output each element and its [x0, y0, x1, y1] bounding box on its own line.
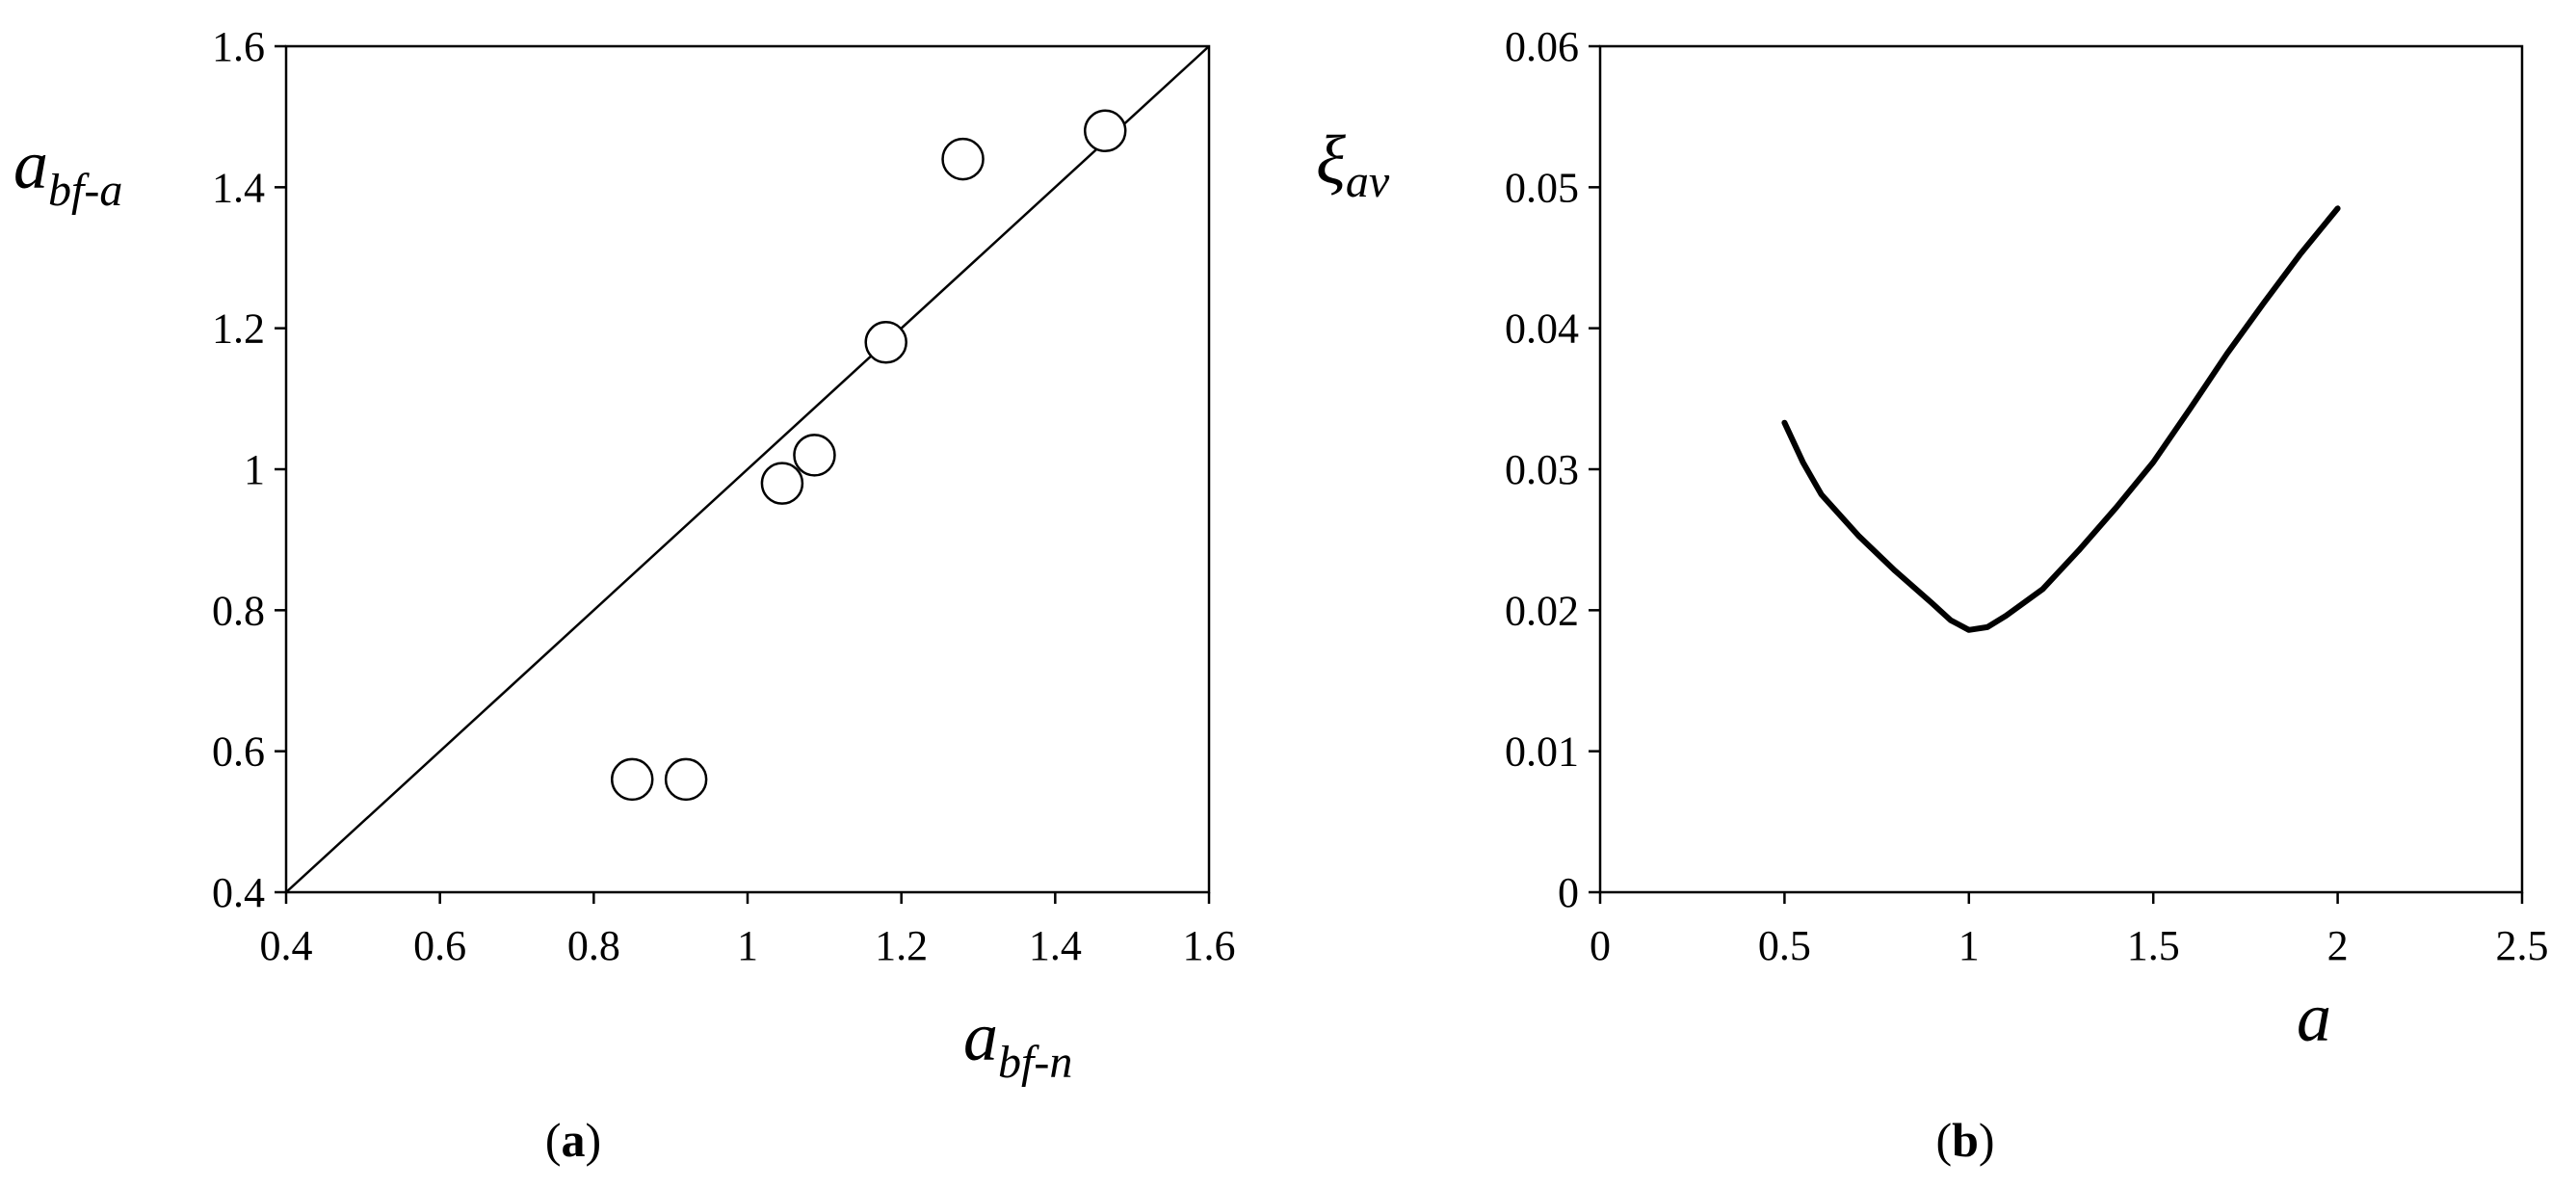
panel-b-label-close: ): [1979, 1113, 1995, 1167]
panel-b-x-ticks: 0 0.5 1 1.5 2 2.5: [1590, 892, 2549, 969]
panel-a-data-point: [664, 757, 708, 802]
panel-a-y-tick-label: 1.4: [212, 164, 265, 211]
panel-a-x-tick-label: 1.6: [1183, 922, 1236, 969]
panel-a-points: [611, 109, 1127, 802]
panel-b-label-letter: b: [1952, 1113, 1979, 1167]
panel-b-y-tick-label: 0.01: [1505, 728, 1579, 776]
panel-a-x-tick-label: 1: [737, 922, 758, 969]
panel-a-reference-line-group: [285, 45, 1210, 893]
panel-a-x-tick-label: 1.2: [875, 922, 928, 969]
panel-b-y-tick-label: 0.05: [1505, 164, 1579, 211]
panel-a-label-open: (: [545, 1113, 562, 1167]
panel-a-data-point: [611, 757, 654, 802]
panel-a-y-axis-label-sub: bf-a: [48, 165, 122, 216]
panel-b-y-tick-label: 0.04: [1505, 305, 1579, 353]
panel-a-data-point: [941, 137, 985, 181]
panel-a-y-tick-label: 0.6: [212, 728, 265, 776]
panel-b-y-ticks: 0 0.01 0.02 0.03 0.04 0.05 0.06: [1505, 23, 1600, 916]
panel-b-y-tick-label: 0: [1558, 869, 1579, 916]
panel-b-x-tick-label: 2.5: [2496, 922, 2549, 969]
panel-a-y-tick-label: 1: [244, 446, 265, 493]
panel-a-data-point: [864, 321, 907, 364]
panel-a-y-tick-label: 0.8: [212, 587, 265, 634]
panel-a-y-tick-label: 1.6: [212, 23, 265, 70]
panel-b-x-tick-label: 0: [1590, 922, 1611, 969]
panel-b-y-tick-label: 0.02: [1505, 587, 1579, 634]
panel-a-reference-line: [285, 45, 1210, 893]
panel-b-x-axis-label: a: [2297, 979, 2331, 1056]
panel-a-x-axis-label-base: a: [963, 998, 998, 1075]
panel-a-scatter: 0.4 0.6 0.8 1 1.2 1.4 1.6 0.40.60.811.21.41.6 …: [13, 23, 1236, 1167]
panel-a-y-axis-label-base: a: [13, 126, 48, 203]
panel-b-x-tick-label: 1: [1958, 922, 1980, 969]
panel-b-y-tick-label: 0.06: [1505, 23, 1579, 70]
panel-b-line: 0 0.5 1 1.5 2 2.5 0 0.01 0.02 0.03 0.04 0.05 0.06 ξ…: [1316, 23, 2549, 1167]
panel-b-label: (b): [1935, 1113, 1994, 1167]
panel-b-series: [1781, 205, 2341, 633]
panel-a-x-tick-label: 0.4: [260, 922, 313, 969]
panel-a-x-tick-label: 0.6: [413, 922, 466, 969]
panel-a-label: (a): [545, 1113, 601, 1167]
panel-a-x-ticks: 0.4 0.6 0.8 1 1.2 1.4 1.6: [260, 892, 1236, 969]
panel-a-y-axis-label: abf-a: [13, 126, 122, 216]
panel-b-y-axis-label-sub: av: [1346, 156, 1390, 207]
panel-a-label-letter: a: [562, 1113, 586, 1167]
panel-b-y-axis-label: ξav: [1316, 121, 1390, 207]
panel-b-y-axis-label-base: ξ: [1316, 121, 1346, 198]
panel-a-x-tick-label: 0.8: [567, 922, 620, 969]
panel-b-y-tick-label: 0.03: [1505, 446, 1579, 493]
panel-a-x-tick-label: 1.4: [1029, 922, 1082, 969]
panel-a-data-point: [793, 434, 836, 477]
panel-a-x-axis-label-sub: bf-n: [998, 1037, 1072, 1088]
panel-a-data-point: [760, 462, 804, 505]
panel-b-series-line: [1781, 205, 2341, 633]
panel-a-label-close: ): [586, 1113, 602, 1167]
panel-b-x-tick-label: 2: [2327, 922, 2349, 969]
panel-a-y-ticks: 0.4 0.6 0.8 1 1.2 1.4 1.6: [212, 23, 286, 916]
panel-b-x-tick-label: 1.5: [2127, 922, 2180, 969]
panel-b-label-open: (: [1935, 1113, 1952, 1167]
panel-b-x-tick-label: 0.5: [1758, 922, 1811, 969]
panel-a-y-tick-label: 0.4: [212, 869, 265, 916]
panel-a-x-axis-label: abf-n: [963, 998, 1072, 1088]
panel-a-y-tick-label: 1.2: [212, 305, 265, 353]
panel-a-data-point: [1083, 109, 1127, 153]
panel-b-plot-frame: [1598, 44, 2524, 894]
